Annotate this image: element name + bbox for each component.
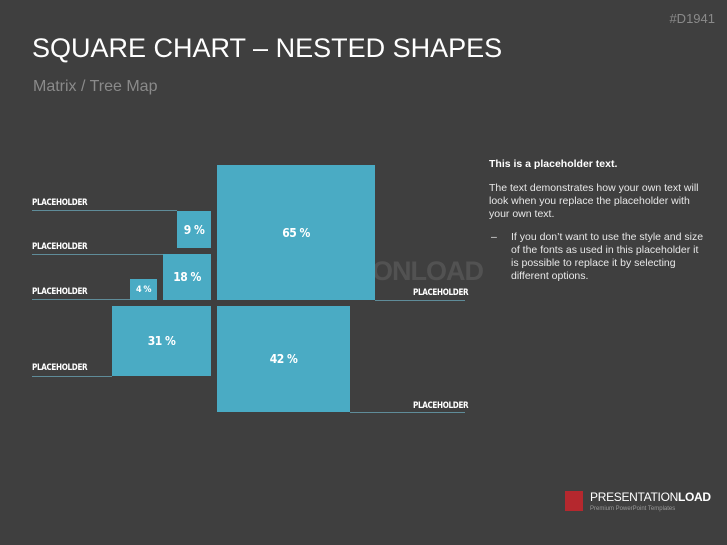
brand-bold: LOAD xyxy=(677,490,711,504)
placeholder-label: PLACEHOLDER xyxy=(32,287,88,297)
square: 42 % xyxy=(217,306,350,412)
bullet-marker: – xyxy=(491,231,497,243)
text-body: The text demonstrates how your own text … xyxy=(489,182,699,220)
bullet-text: If you don’t want to use the style and s… xyxy=(511,231,704,282)
title: SQUARE CHART – NESTED SHAPES xyxy=(32,33,503,63)
placeholder-label: PLACEHOLDER xyxy=(413,401,469,411)
square: 18 % xyxy=(163,254,211,300)
placeholder-label: PLACEHOLDER xyxy=(413,288,469,298)
placeholder-label: PLACEHOLDER xyxy=(32,242,88,252)
logo-icon xyxy=(565,491,583,511)
square: 65 % xyxy=(217,165,375,300)
leader-line xyxy=(32,376,112,377)
leader-line xyxy=(32,299,130,300)
text-heading: This is a placeholder text. xyxy=(489,158,618,170)
leader-line xyxy=(32,254,163,255)
logo-brand: PRESENTATIONLOAD xyxy=(590,490,711,504)
square: 9 % xyxy=(177,211,211,248)
brand: PRESENTATION xyxy=(590,490,678,504)
placeholder-label: PLACEHOLDER xyxy=(32,198,88,208)
leader-line xyxy=(350,412,465,413)
square: 4 % xyxy=(130,279,157,300)
placeholder-label: PLACEHOLDER xyxy=(32,363,88,373)
subtitle: Matrix / Tree Map xyxy=(33,78,158,95)
logo-tagline: Premium PowerPoint Templates xyxy=(590,506,676,512)
leader-line xyxy=(375,300,465,301)
square: 31 % xyxy=(112,306,211,376)
slide-id: #D1941 xyxy=(669,11,715,26)
leader-line xyxy=(32,210,177,211)
